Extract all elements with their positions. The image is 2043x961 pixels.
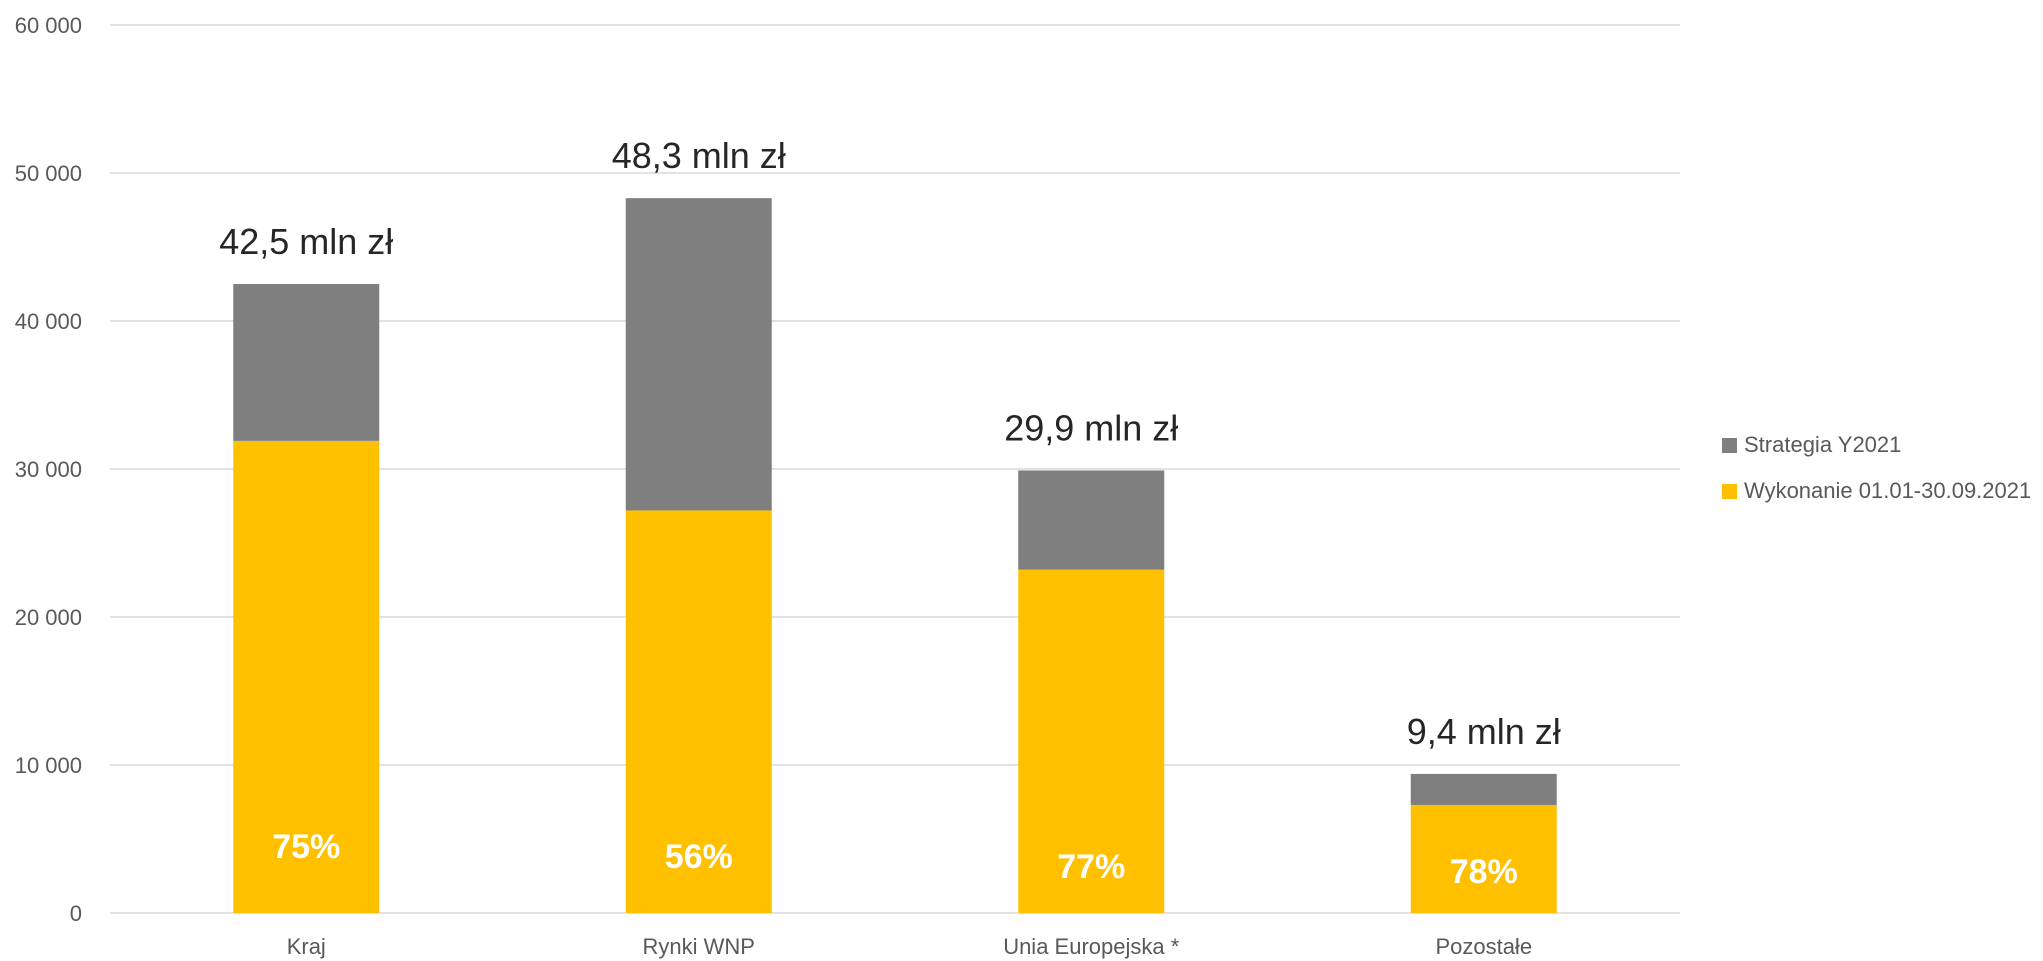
bars: 75% 42,5 mln zł 56% 48,3 mln zł 77% 29,9 mln … bbox=[219, 135, 1561, 913]
bar-strategia bbox=[1410, 773, 1557, 805]
x-axis: Kraj Rynki WNP Unia Europejska * Pozostałe bbox=[287, 934, 1532, 959]
bar-strategia bbox=[1018, 470, 1165, 570]
bar-strategia bbox=[233, 284, 380, 441]
legend: Strategia Y2021 Wykonanie 01.01-30.09.202… bbox=[1722, 432, 2031, 503]
bar-wykonanie bbox=[1018, 569, 1165, 913]
y-tick-label: 20 000 bbox=[15, 605, 82, 630]
y-tick-label: 10 000 bbox=[15, 753, 82, 778]
bar-total-label: 9,4 mln zł bbox=[1407, 711, 1561, 752]
bar-percent-label: 75% bbox=[272, 828, 340, 866]
x-tick-label: Kraj bbox=[287, 934, 326, 959]
y-tick-label: 40 000 bbox=[15, 309, 82, 334]
bar-strategia bbox=[625, 198, 772, 511]
x-tick-label: Rynki WNP bbox=[643, 934, 755, 959]
x-tick-label: Pozostałe bbox=[1435, 934, 1532, 959]
bar-percent-label: 78% bbox=[1450, 853, 1518, 891]
bar-percent-label: 77% bbox=[1057, 848, 1125, 886]
legend-swatch bbox=[1722, 438, 1737, 453]
legend-label: Strategia Y2021 bbox=[1744, 432, 1901, 457]
bar-percent-label: 56% bbox=[665, 838, 733, 876]
bar-total-label: 48,3 mln zł bbox=[612, 135, 786, 176]
legend-swatch bbox=[1722, 484, 1737, 499]
legend-label: Wykonanie 01.01-30.09.2021 bbox=[1744, 478, 2031, 503]
bar-wykonanie bbox=[1410, 804, 1557, 913]
y-axis: 0 10 000 20 000 30 000 40 000 50 000 60 000 bbox=[15, 13, 82, 926]
x-tick-label: Unia Europejska * bbox=[1003, 934, 1180, 959]
bar-wykonanie bbox=[625, 510, 772, 913]
y-tick-label: 60 000 bbox=[15, 13, 82, 38]
y-tick-label: 30 000 bbox=[15, 457, 82, 482]
y-tick-label: 50 000 bbox=[15, 161, 82, 186]
bar-total-label: 29,9 mln zł bbox=[1004, 407, 1178, 448]
bar-wykonanie bbox=[233, 440, 380, 913]
y-tick-label: 0 bbox=[70, 901, 82, 926]
bar-total-label: 42,5 mln zł bbox=[219, 221, 393, 262]
